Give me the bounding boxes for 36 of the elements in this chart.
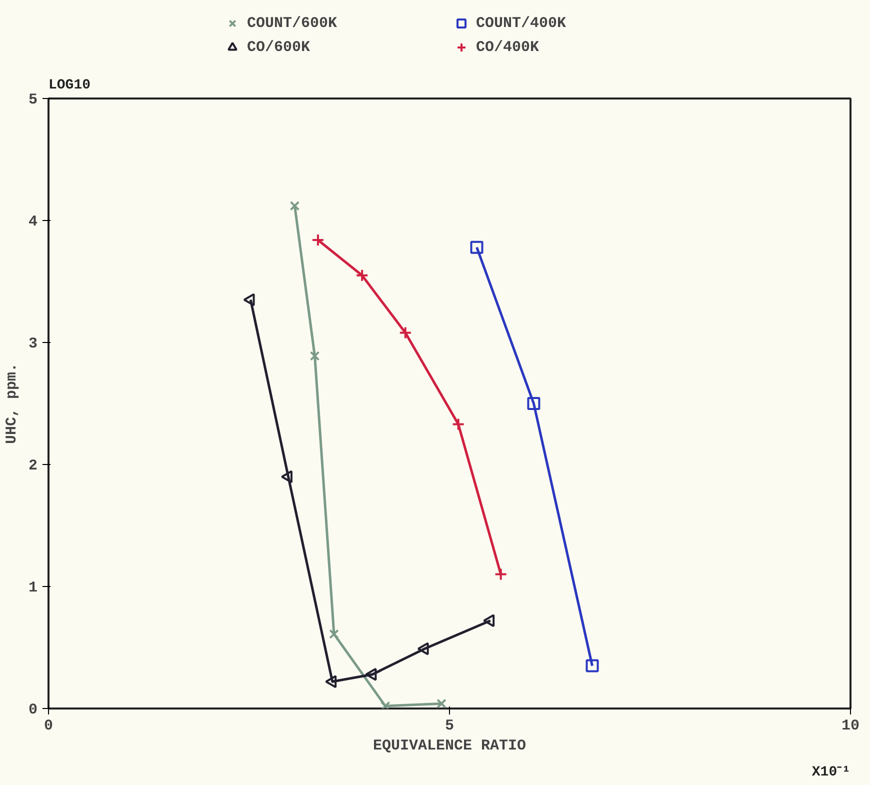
y-axis-title: UHC, ppm.: [4, 362, 20, 444]
point: [280, 470, 292, 484]
x-tick-label: 10: [842, 718, 860, 734]
y-tick-label: 3: [28, 336, 38, 352]
x-tick-label: 0: [44, 718, 54, 734]
point: [452, 418, 465, 431]
point: [527, 397, 540, 410]
point: [586, 659, 599, 672]
point: [329, 629, 339, 639]
text: LOG10: [48, 78, 91, 94]
y-tick-label: 0: [28, 702, 38, 718]
y-tick-label: 1: [28, 580, 38, 596]
point: [398, 326, 412, 340]
point: [290, 200, 300, 211]
legend-label: CO/400K: [476, 38, 540, 56]
x-axis-title: EQUIVALENCE RATIO: [372, 738, 526, 754]
point: [356, 268, 369, 282]
x-tick-label: 5: [445, 718, 454, 734]
point: [325, 675, 337, 688]
point: [380, 701, 390, 708]
point: [470, 240, 484, 254]
legend-label: COUNT/400K: [476, 14, 568, 32]
point: [417, 642, 429, 656]
legend-label: COUNT/600K: [247, 14, 338, 32]
point: [365, 668, 377, 681]
point: [243, 293, 255, 306]
y-tick-label: 5: [28, 92, 38, 108]
point: [310, 351, 320, 361]
text: X10⁻¹: [812, 764, 851, 780]
y-tick-label: 2: [28, 458, 38, 474]
legend-label: CO/600K: [247, 38, 312, 56]
y-tick-label: 4: [28, 214, 38, 230]
point: [436, 698, 446, 708]
point: [494, 568, 508, 581]
point: [311, 234, 324, 247]
point: [483, 614, 495, 628]
